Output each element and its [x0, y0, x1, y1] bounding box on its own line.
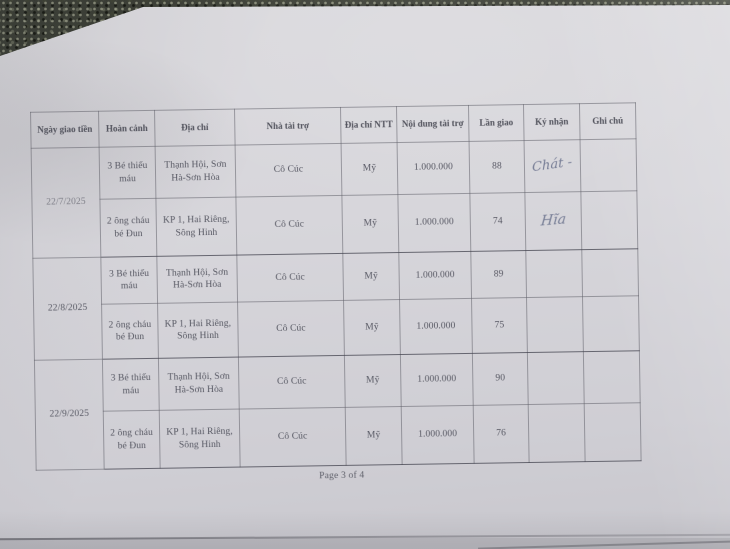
cell-dia-chi: Thạnh Hội, Sơn Hà-Sơn Hòa — [158, 357, 240, 411]
cell-noi-dung-tai-tro: 1.000.000 — [401, 405, 475, 465]
cell-hoan-canh: 3 Bé thiếu máu — [102, 358, 160, 412]
cell-noi-dung-tai-tro: 1.000.000 — [399, 298, 473, 355]
table-row: 22/9/2025 3 Bé thiếu máu Thạnh Hội, Sơn … — [34, 350, 641, 471]
cell-nha-tai-tro: Cô Cúc — [238, 355, 346, 410]
donation-ledger-table: Ngày giao tiền Hoàn cảnh Địa chỉ Nhà tài… — [30, 102, 642, 471]
cell-noi-dung-tai-tro: 1.000.000 — [397, 193, 471, 253]
cell-ghi-chu — [584, 402, 642, 462]
header-dia-chi-ntt: Địa chỉ NTT — [340, 106, 398, 144]
cell-ghi-chu — [581, 248, 639, 297]
cell-ghi-chu — [580, 138, 637, 192]
handwritten-signature: Hĩa — [539, 211, 567, 231]
cell-date-group-3: 22/9/2025 — [34, 359, 105, 471]
cell-nha-tai-tro: Cô Cúc — [236, 253, 344, 303]
handwritten-signature: Chát - — [532, 154, 573, 176]
table-row: 2 ông cháu bé Đun KP 1, Hai Riêng, Sông … — [32, 190, 638, 258]
cell-ghi-chu — [582, 295, 640, 352]
cell-dia-chi-ntt: Mỹ — [342, 252, 400, 301]
cell-dia-chi-ntt: Mỹ — [345, 406, 403, 466]
cell-ky-nhan — [525, 249, 583, 298]
cell-noi-dung-tai-tro: 1.000.000 — [400, 353, 474, 407]
cell-hoan-canh: 3 Bé thiếu máu — [100, 256, 158, 305]
cell-ky-nhan — [527, 351, 585, 405]
cell-dia-chi: Thạnh Hội, Sơn Hà-Sơn Hòa — [156, 255, 238, 304]
cell-ghi-chu — [580, 190, 638, 250]
cell-noi-dung-tai-tro: 1.000.000 — [397, 141, 470, 195]
cell-nha-tai-tro: Cô Cúc — [239, 407, 347, 468]
document-sheet: Ngày giao tiền Hoàn cảnh Địa chỉ Nhà tài… — [30, 102, 648, 486]
header-nha-tai-tro: Nhà tài trợ — [234, 107, 342, 146]
cell-nha-tai-tro: Cô Cúc — [235, 143, 342, 198]
cell-lan-giao: 75 — [471, 297, 528, 354]
cell-nha-tai-tro: Cô Cúc — [237, 300, 345, 358]
header-dia-chi: Địa chỉ — [154, 109, 236, 147]
cell-lan-giao: 88 — [469, 140, 525, 194]
cell-date-group-1: 22/7/2025 — [31, 147, 101, 259]
cell-lan-giao: 74 — [469, 192, 526, 252]
cell-date-group-2: 22/8/2025 — [32, 257, 103, 361]
cell-dia-chi-ntt: Mỹ — [341, 142, 398, 196]
cell-dia-chi-ntt: Mỹ — [341, 194, 399, 254]
cell-dia-chi: Thạnh Hội, Sơn Hà-Sơn Hòa — [155, 145, 236, 199]
cell-dia-chi: KP 1, Hai Riêng, Sông Hinh — [159, 409, 241, 469]
cell-lan-giao: 89 — [470, 250, 527, 299]
cell-hoan-canh: 2 ông cháu bé Đun — [103, 410, 161, 470]
paper-bottom-shadow — [0, 538, 730, 549]
header-ky-nhan: Ký nhận — [523, 103, 581, 141]
cell-noi-dung-tai-tro: 1.000.000 — [398, 251, 472, 300]
cell-lan-giao: 90 — [472, 352, 529, 406]
cell-dia-chi-ntt: Mỹ — [344, 354, 402, 408]
cell-ky-nhan — [528, 403, 586, 463]
table-row: 2 ông cháu bé Đun KP 1, Hai Riêng, Sông … — [34, 295, 640, 360]
header-ghi-chu: Ghi chú — [579, 102, 637, 140]
header-noi-dung-tai-tro: Nội dung tài trợ — [396, 105, 470, 143]
cell-lan-giao: 76 — [473, 404, 530, 464]
cell-hoan-canh: 2 ông cháu bé Đun — [99, 198, 157, 258]
cell-dia-chi-ntt: Mỹ — [343, 299, 401, 356]
cell-dia-chi: KP 1, Hai Riêng, Sông Hinh — [155, 197, 237, 257]
table-row: 22/7/2025 3 Bé thiếu máu Thạnh Hội, Sơn … — [31, 138, 637, 259]
header-ngay-giao-tien: Ngày giao tiền — [30, 111, 100, 149]
header-hoan-canh: Hoàn cảnh — [98, 110, 156, 148]
cell-ky-nhan — [526, 296, 584, 353]
cell-ky-nhan: Chát - — [524, 139, 581, 193]
table-row: 2 ông cháu bé Đun KP 1, Hai Riêng, Sông … — [35, 402, 642, 470]
cell-hoan-canh: 3 Bé thiếu máu — [99, 146, 156, 200]
cell-hoan-canh: 2 ông cháu bé Đun — [101, 303, 159, 360]
header-lan-giao: Lần giao — [468, 104, 525, 142]
cell-ky-nhan: Hĩa — [524, 191, 582, 251]
cell-ghi-chu — [583, 350, 641, 404]
cell-dia-chi: KP 1, Hai Riêng, Sông Hinh — [157, 302, 239, 359]
ground-texture-background — [0, 0, 730, 56]
cell-nha-tai-tro: Cô Cúc — [235, 195, 343, 256]
